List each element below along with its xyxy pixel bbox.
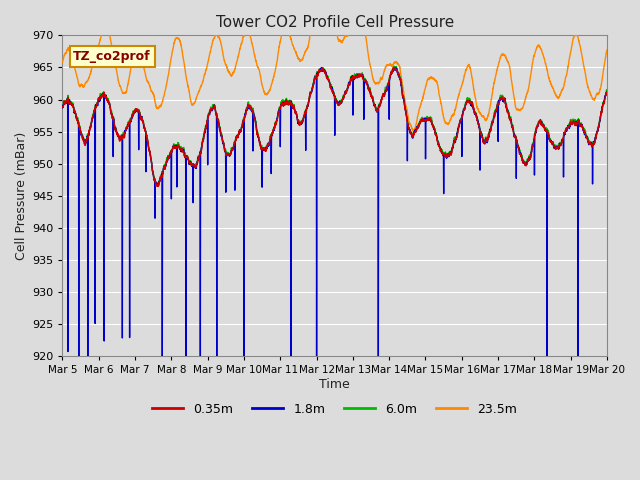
Y-axis label: Cell Pressure (mBar): Cell Pressure (mBar) (15, 132, 28, 260)
Legend: 0.35m, 1.8m, 6.0m, 23.5m: 0.35m, 1.8m, 6.0m, 23.5m (147, 398, 522, 420)
Text: TZ_co2prof: TZ_co2prof (74, 50, 151, 63)
X-axis label: Time: Time (319, 378, 350, 391)
Title: Tower CO2 Profile Cell Pressure: Tower CO2 Profile Cell Pressure (216, 15, 454, 30)
